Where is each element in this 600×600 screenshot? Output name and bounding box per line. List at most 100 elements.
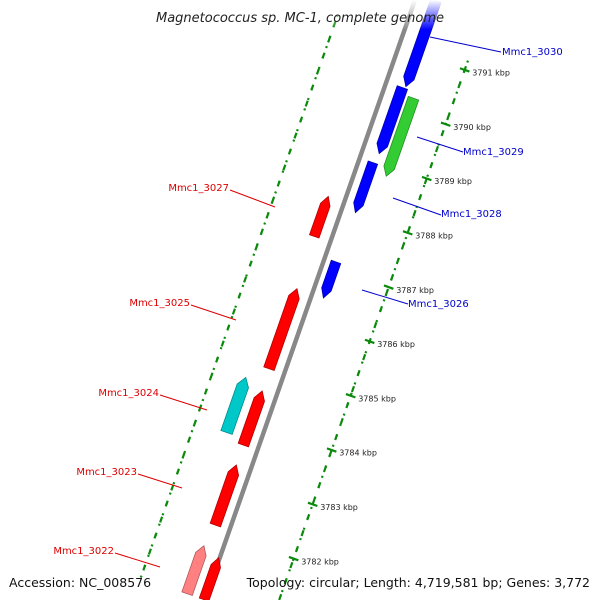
kbp-tick-mark [383, 284, 394, 290]
kbp-tick-label: 3783 kbp [320, 503, 358, 512]
gene-labels: Mmc1_3030 Mmc1_3029 Mmc1_3028 Mmc1_3027 Mmc1… [53, 36, 563, 568]
minor-tick [328, 449, 333, 457]
kbp-tick-label: 3789 kbp [434, 177, 472, 186]
tick-ruler-dots [139, 7, 472, 600]
top-fade [0, 0, 600, 30]
map-title: Magnetococcus sp. MC-1, complete genome [156, 11, 444, 26]
minor-tick [289, 561, 294, 569]
gene-arrow [198, 556, 221, 600]
gene-label-mmc1-3023: Mmc1_3023 [76, 467, 137, 478]
minor-tick [321, 52, 326, 59]
minor-tick [373, 321, 378, 329]
minor-tick [350, 385, 355, 393]
backbone-line [202, 0, 418, 600]
minor-tick [159, 516, 164, 523]
gene-arrow [263, 287, 300, 372]
minor-tick [315, 68, 320, 75]
gene-leader-line [429, 36, 502, 53]
gene-leader-line [190, 304, 237, 321]
kbp-tick-label: 3784 kbp [339, 449, 377, 458]
gene-label-mmc1-3029: Mmc1_3029 [463, 147, 524, 158]
minor-tick [287, 148, 292, 155]
minor-tick [345, 401, 350, 409]
minor-tick [356, 369, 361, 377]
minor-tick [254, 244, 259, 251]
minor-tick [231, 308, 236, 315]
genome-backbone [202, 0, 418, 600]
gene-leader-line [137, 473, 183, 489]
minor-tick [406, 225, 411, 233]
gene-label-mmc1-3030: Mmc1_3030 [502, 47, 563, 58]
minor-tick [306, 513, 311, 521]
kbp-tick-label: 3790 kbp [453, 123, 491, 132]
minor-tick [390, 273, 395, 281]
minor-tick [175, 468, 180, 475]
minor-tick [401, 241, 406, 249]
kbp-tick-mark [288, 555, 299, 562]
minor-tick [265, 212, 270, 219]
minor-tick [317, 481, 322, 489]
gene-label-mmc1-3028: Mmc1_3028 [441, 209, 502, 220]
minor-tick [203, 388, 208, 395]
minor-tick [451, 97, 456, 105]
kbp-tick-mark [440, 121, 451, 127]
gene-arrow [220, 376, 249, 435]
minor-tick [259, 228, 264, 235]
kbp-tick-mark [345, 393, 356, 399]
gene-leader-line [229, 189, 276, 208]
gene-leader-line [416, 136, 464, 153]
minor-tick [142, 564, 147, 571]
kbp-tick-mark [364, 338, 375, 345]
gene-arrow [376, 85, 409, 155]
minor-tick [293, 132, 298, 139]
minor-tick [429, 161, 434, 169]
minor-tick [395, 257, 400, 265]
minor-tick [434, 145, 439, 153]
minor-tick [311, 497, 316, 505]
kbp-tick-mark [421, 175, 432, 182]
kbp-tick-label: 3788 kbp [415, 231, 453, 240]
kbp-tick-label: 3785 kbp [358, 394, 396, 403]
gene-arrow [209, 464, 240, 528]
gene-arrow [308, 195, 331, 239]
gene-arrow [321, 259, 342, 299]
kbp-tick-mark [402, 230, 413, 236]
gene-label-mmc1-3024: Mmc1_3024 [98, 388, 159, 399]
minor-tick [164, 500, 169, 507]
minor-tick [412, 209, 417, 217]
minor-tick [248, 260, 253, 267]
kbp-ticks: 3782 kbp 3783 kbp 3784 kbp 3785 kbp 3786 kbp… [142, 20, 510, 600]
gene-leader-line [361, 289, 409, 305]
minor-tick [271, 196, 276, 203]
minor-tick [457, 81, 462, 89]
minor-tick [327, 36, 332, 43]
topology-text: Topology: circular; Length: 4,719,581 bp… [246, 575, 590, 590]
minor-tick [215, 356, 220, 363]
gene-label-mmc1-3026: Mmc1_3026 [408, 299, 469, 310]
gene-leader-line [159, 394, 208, 411]
minor-tick [300, 529, 305, 537]
minor-tick [192, 420, 197, 427]
minor-tick [446, 113, 451, 121]
kbp-tick-mark [459, 67, 470, 73]
inner-dotted-ruler [139, 7, 342, 578]
minor-tick [209, 372, 214, 379]
minor-tick [153, 532, 158, 539]
minor-tick [276, 180, 281, 187]
gene-label-mmc1-3027: Mmc1_3027 [168, 183, 229, 194]
minor-tick [237, 292, 242, 299]
kbp-tick-label: 3782 kbp [301, 557, 339, 566]
minor-tick [304, 100, 309, 107]
minor-tick [339, 417, 344, 425]
minor-tick [220, 340, 225, 347]
minor-tick [418, 193, 423, 201]
kbp-tick-mark [307, 501, 318, 508]
minor-tick [362, 353, 367, 361]
minor-tick [187, 436, 192, 443]
minor-tick [322, 465, 327, 473]
minor-tick [294, 545, 299, 553]
kbp-tick-label: 3791 kbp [472, 69, 510, 78]
gene-arrow [353, 160, 379, 214]
gene-arrow [181, 544, 207, 597]
